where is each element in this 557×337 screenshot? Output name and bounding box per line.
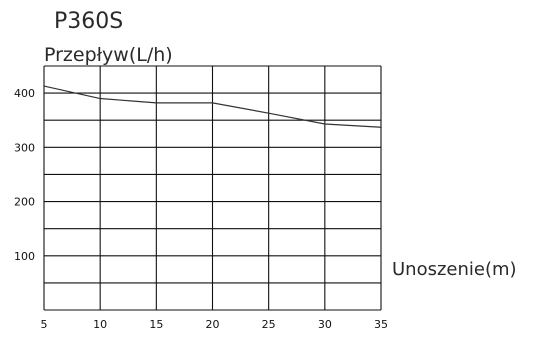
series-layer [43,85,382,129]
y-tick-label: 300 [14,141,35,154]
x-tick-label: 10 [93,318,107,331]
series-point [155,102,158,104]
series-point [324,123,326,125]
x-tick-label: 15 [149,318,163,331]
x-tick-labels: 5 10 15 20 25 30 35 [41,318,389,331]
y-axis-label: Przepływ(L/h) [44,44,173,66]
x-tick-label: 20 [206,318,220,331]
series-point [211,102,214,104]
series-point [43,85,45,87]
y-tick-label: 200 [14,196,35,209]
x-tick-label: 35 [374,318,388,331]
x-tick-label: 25 [262,318,276,331]
y-tick-labels: 100 200 300 400 [14,87,35,263]
series-point [380,126,382,129]
x-axis-label: Unoszenie(m) [392,259,517,280]
grid [43,65,382,311]
x-tick-label: 5 [41,318,48,331]
y-tick-label: 100 [14,250,35,263]
series-point [267,112,270,114]
x-tick-label: 30 [318,318,332,331]
series-point [99,97,101,100]
chart-title: P360S [54,9,123,34]
y-tick-label: 400 [14,87,35,100]
